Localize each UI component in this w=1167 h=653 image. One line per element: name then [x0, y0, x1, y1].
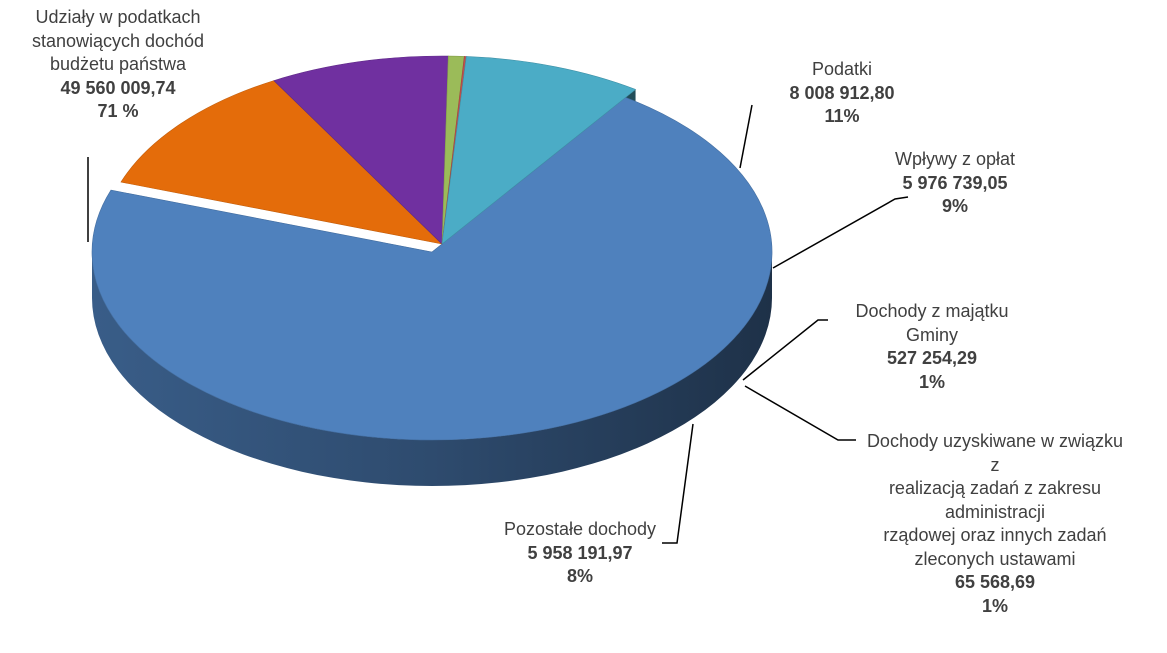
leader-line-majatek	[742, 319, 828, 381]
pie-tops	[91, 55, 773, 441]
data-label-wplywy: Wpływy z opłat 5 976 739,05 9%	[850, 148, 1060, 219]
slice-name-line: Gminy	[905, 324, 958, 345]
slice-name-line: administracji	[944, 501, 1046, 522]
slice-value: 8 008 912,80	[789, 82, 895, 103]
slice-percent: 11%	[824, 106, 860, 126]
data-label-zadania-zlecone: Dochody uzyskiwane w związku z realizacją …	[835, 430, 1155, 618]
leader-line-podatki	[739, 104, 753, 169]
slice-pozostale	[441, 56, 637, 245]
leader-lines	[87, 104, 909, 544]
slice-name-line: Dochody z majątku	[855, 301, 1009, 321]
slice-name-line: Pozostałe dochody	[503, 519, 657, 539]
slice-value: 5 976 739,05	[902, 172, 1008, 193]
leader-line-wplywy	[772, 196, 909, 269]
slice-name-line: Udziały w podatkach	[35, 7, 201, 27]
slice-percent: 1%	[981, 595, 1008, 616]
slice-value: 49 560 009,74	[60, 77, 176, 98]
slice-name-line: Dochody uzyskiwane w związku	[866, 431, 1124, 451]
slice-name-line: Podatki	[811, 59, 873, 79]
slice-name-line: zleconych ustawami	[914, 548, 1076, 569]
slice-percent: 1%	[918, 371, 945, 392]
slice-podatki	[120, 80, 443, 245]
slice-value: 5 958 191,97	[527, 542, 633, 563]
slice-value: 527 254,29	[886, 348, 978, 368]
slice-name-line: realizacją zadań z zakresu	[888, 478, 1102, 498]
data-label-podatki: Podatki 8 008 912,80 11%	[732, 58, 952, 129]
slice-name-line: budżetu państwa	[49, 54, 187, 74]
slice-udzialy	[91, 97, 773, 441]
slice-name-line: stanowiących dochód	[31, 30, 205, 51]
slice-value: 65 568,69	[954, 572, 1036, 592]
data-label-majatek: Dochody z majątku Gminy 527 254,29 1%	[812, 300, 1052, 394]
slice-side-udzialy	[92, 252, 772, 486]
slice-percent: 71 %	[97, 101, 139, 121]
leader-line-zadania-zlecone	[744, 385, 856, 441]
slice-name-line: Wpływy z opłat	[894, 149, 1016, 169]
data-label-udzialy: Udziały w podatkach stanowiących dochód bu…	[0, 6, 236, 124]
data-label-pozostale: Pozostałe dochody 5 958 191,97 8%	[430, 518, 730, 589]
slice-percent: 8%	[566, 566, 593, 586]
slice-name-line: z	[990, 454, 1000, 475]
slice-percent: 9%	[941, 196, 968, 216]
slice-wplywy	[273, 55, 449, 245]
slice-name-line: rządowej oraz innych zadań	[883, 525, 1107, 545]
leader-line-pozostale	[662, 423, 694, 544]
